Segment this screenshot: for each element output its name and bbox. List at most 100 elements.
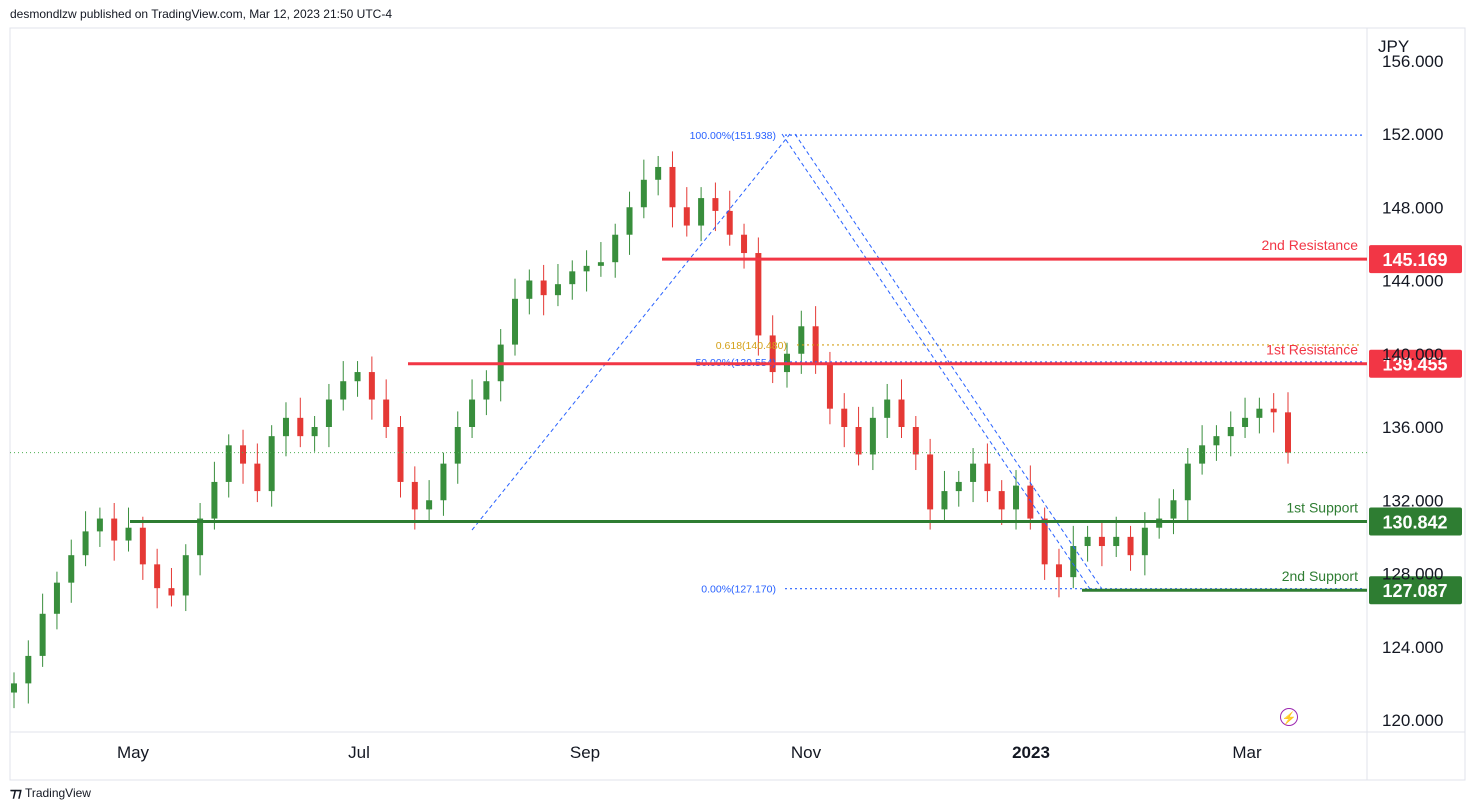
candle-body (612, 234, 619, 263)
level-price-label: 130.842 (1382, 512, 1447, 532)
candle-body (1170, 500, 1177, 519)
candle-body (1213, 436, 1220, 446)
candle-body (1141, 527, 1148, 556)
candle-body (540, 280, 547, 296)
level-label: 1st Resistance (1266, 342, 1358, 358)
candle-body (82, 531, 89, 556)
fib-level-label: 0.00%(127.170) (701, 584, 776, 596)
chart-border (9, 27, 1466, 781)
tradingview-logo[interactable]: ⁊⁊ TradingView (10, 785, 91, 801)
currency-label: JPY (1378, 37, 1409, 56)
candle-body (698, 198, 705, 226)
candle-body (440, 463, 447, 501)
candle-body (354, 372, 361, 382)
level-price-badge (1369, 507, 1462, 536)
fib-layer: 100.00%(151.938)0.618(140.480)50.00%(139… (471, 130, 1362, 596)
publisher-line: desmondlzw published on TradingView.com,… (10, 7, 392, 21)
candle-body (869, 417, 876, 455)
levels-layer: 2nd Resistance 145.169 1st Resistance 139.4… (130, 237, 1462, 605)
x-tick-label: Nov (791, 743, 822, 762)
candle-body (741, 234, 748, 254)
tv-icon: ⁊⁊ (10, 785, 22, 800)
candle-body (311, 427, 318, 437)
y-tick-label: 124.000 (1382, 638, 1443, 657)
x-tick-label: May (117, 743, 150, 762)
candle-body (397, 427, 404, 482)
candle-body (812, 326, 819, 363)
candle-body (1113, 536, 1120, 547)
candle-body (168, 588, 175, 596)
candle-body (282, 417, 289, 437)
level-price-label: 145.169 (1382, 250, 1447, 270)
candle-body (512, 298, 519, 345)
level-price-label: 139.455 (1382, 355, 1447, 375)
candle-body (640, 179, 647, 208)
price-axis[interactable]: JPY 120.000 124.000 128.000 132.000 136.000 14… (1378, 37, 1443, 730)
candle-body (139, 527, 146, 565)
fib-trend-line (471, 133, 791, 531)
candle-body (182, 555, 189, 596)
candle-body (841, 408, 848, 427)
candle-body (39, 613, 46, 656)
candle-body (970, 463, 977, 482)
candle-body (955, 481, 962, 492)
x-tick-label: Jul (348, 743, 370, 762)
candle-body (927, 454, 934, 510)
candle-body (1256, 408, 1263, 418)
level-price-badge (1369, 245, 1462, 274)
candle-body (826, 362, 833, 409)
candle-body (1070, 546, 1077, 578)
candle-body (941, 491, 948, 510)
candle-body (669, 166, 676, 208)
candle-body (454, 427, 461, 464)
candle-body (53, 582, 60, 614)
level-label: 2nd Resistance (1261, 237, 1358, 253)
candle-body (25, 655, 32, 684)
y-tick-label: 140.000 (1382, 345, 1443, 364)
candle-body (655, 166, 662, 180)
level-price-badge (1369, 576, 1462, 605)
y-tick-label: 128.000 (1382, 565, 1443, 584)
candle-body (426, 500, 433, 510)
candle-body (683, 207, 690, 226)
footer-brand: TradingView (24, 786, 91, 800)
y-tick-label: 148.000 (1382, 198, 1443, 217)
candle-body (340, 381, 347, 400)
x-tick-label: Sep (570, 743, 600, 762)
candle-body (1156, 518, 1163, 528)
time-axis[interactable]: May Jul Sep Nov 2023 Mar (117, 743, 1262, 762)
candle-body (1285, 412, 1291, 453)
candle-body (898, 399, 905, 427)
candle-body (554, 284, 561, 296)
candle-body (1041, 518, 1048, 565)
candle-body (211, 481, 218, 519)
y-tick-label: 156.000 (1382, 52, 1443, 71)
candle-body (1242, 417, 1249, 427)
level-price-badge (1369, 349, 1462, 378)
y-tick-label: 120.000 (1382, 711, 1443, 730)
level-label: 1st Support (1286, 499, 1358, 515)
fib-trend-line (781, 133, 1091, 590)
candle-body (483, 381, 490, 400)
candles-layer (10, 151, 1367, 709)
candle-body (726, 210, 733, 235)
candle-body (755, 253, 762, 336)
candle-body (984, 463, 991, 492)
candle-body (68, 555, 75, 583)
x-tick-label: Mar (1232, 743, 1262, 762)
lightning-icon[interactable]: ⚡ (1280, 708, 1298, 726)
candle-body (1098, 536, 1105, 547)
candle-body (626, 207, 633, 235)
y-tick-label: 132.000 (1382, 491, 1443, 510)
candle-body (1227, 427, 1234, 437)
candle-body (197, 518, 204, 556)
fib-trend-line (794, 133, 1103, 590)
level-price-label: 127.087 (1382, 581, 1447, 601)
candle-body (597, 262, 604, 266)
candle-body (1013, 485, 1020, 510)
candle-body (1184, 463, 1191, 501)
candle-body (998, 491, 1005, 510)
candle-body (96, 518, 103, 532)
candle-body (1270, 408, 1277, 413)
